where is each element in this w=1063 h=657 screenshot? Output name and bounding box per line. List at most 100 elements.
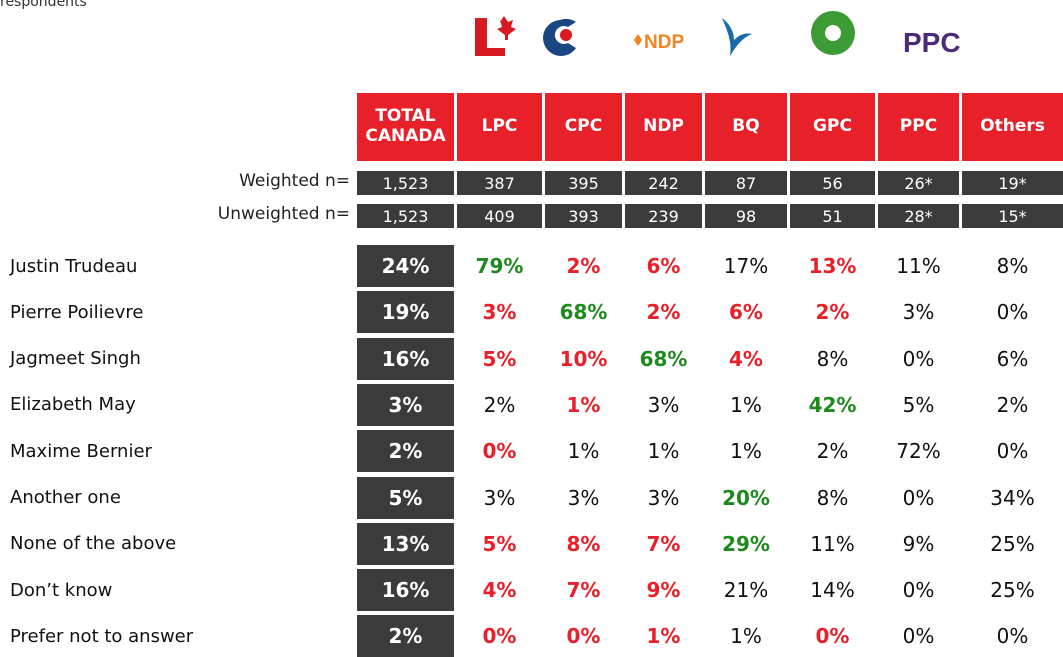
cell-value: 1% — [730, 624, 762, 649]
total-value: 3% — [357, 383, 454, 426]
cell-value: 6% — [729, 300, 763, 325]
row-label: Pierre Poilievre — [10, 301, 144, 323]
total-value: 2% — [357, 615, 454, 657]
cell-value: 29% — [722, 531, 770, 556]
cell-value: 42% — [808, 392, 857, 417]
gpc-logo — [811, 11, 855, 55]
cell-value: 0% — [902, 346, 935, 371]
column-header: NDP — [625, 93, 702, 161]
cell-value: 6% — [646, 254, 681, 278]
cell-value: 34% — [990, 485, 1035, 510]
cell-value: 8% — [566, 531, 601, 556]
n-value: 87 — [705, 171, 787, 195]
cell-value: 7% — [646, 531, 681, 556]
cell-value: 0% — [996, 624, 1029, 649]
total-value: 16% — [357, 337, 454, 380]
cell-value: 8% — [816, 346, 849, 371]
cell-value: 14% — [810, 578, 855, 603]
cell-value: 5% — [482, 346, 517, 371]
cell-value: 4% — [482, 578, 517, 603]
total-value: 2% — [357, 430, 454, 473]
cell-value: 3% — [483, 485, 516, 510]
cell-value: 3% — [647, 392, 680, 417]
cell-value: 2% — [483, 392, 516, 417]
cell-value: 17% — [723, 254, 769, 278]
column-header: TOTAL CANADA — [357, 93, 454, 161]
column-header: GPC — [790, 93, 875, 161]
row-label: Justin Trudeau — [10, 255, 138, 277]
row-label: Don’t know — [10, 579, 113, 601]
cell-value: 21% — [723, 578, 769, 603]
cell-value: 2% — [815, 300, 850, 325]
cell-value: 5% — [902, 392, 935, 417]
cell-value: 0% — [996, 300, 1029, 325]
caption: respondents — [0, 0, 87, 10]
cell-value: 0% — [566, 624, 601, 649]
cell-value: 0% — [482, 624, 517, 649]
cell-value: 2% — [566, 254, 601, 278]
n-value: 1,523 — [357, 171, 454, 195]
cell-value: 0% — [902, 485, 935, 510]
row-label: Maxime Bernier — [10, 440, 152, 462]
cell-value: 3% — [482, 300, 517, 325]
ppc-logo-text: PPC — [903, 27, 961, 58]
cell-value: 2% — [816, 439, 849, 464]
cell-value: 7% — [566, 578, 601, 603]
column-header: BQ — [705, 93, 787, 161]
cell-value: 8% — [816, 485, 849, 510]
cell-value: 11% — [810, 531, 855, 556]
cell-value: 1% — [647, 439, 680, 464]
cell-value: 2% — [996, 392, 1029, 417]
n-value: 239 — [625, 204, 702, 228]
cell-value: 10% — [559, 346, 608, 371]
cell-value: 1% — [730, 392, 762, 417]
cell-value: 25% — [990, 531, 1035, 556]
cell-value: 3% — [567, 485, 600, 510]
column-header: PPC — [878, 93, 959, 161]
cell-value: 9% — [646, 578, 681, 603]
column-header: Others — [962, 93, 1063, 161]
n-value: 15* — [962, 204, 1063, 228]
cell-value: 0% — [902, 578, 935, 603]
n-value: 1,523 — [357, 204, 454, 228]
bq-logo — [722, 18, 752, 56]
cell-value: 20% — [722, 485, 770, 510]
n-value: 56 — [790, 171, 875, 195]
cell-value: 68% — [639, 346, 688, 371]
column-header: LPC — [457, 93, 542, 161]
ppc-logo: PPC — [903, 27, 961, 58]
cell-value: 25% — [990, 578, 1035, 603]
row-label: Another one — [10, 487, 121, 508]
cell-value: 1% — [646, 624, 681, 649]
cell-value: 8% — [996, 254, 1029, 278]
n-label: Weighted n= — [239, 171, 350, 191]
cell-value: 3% — [902, 300, 935, 325]
cell-value: 79% — [475, 254, 524, 278]
logos: NDP PPC — [475, 11, 961, 58]
total-value: 5% — [357, 476, 454, 519]
n-value: 395 — [545, 171, 622, 195]
cell-value: 1% — [566, 392, 601, 417]
n-value: 409 — [457, 204, 542, 228]
n-value: 28* — [878, 204, 959, 228]
ndp-logo: NDP — [634, 32, 684, 53]
cell-value: 72% — [896, 439, 941, 464]
column-header: CPC — [545, 93, 622, 161]
lpc-logo — [475, 16, 516, 56]
cell-value: 6% — [996, 346, 1029, 371]
total-value: 19% — [357, 291, 454, 334]
row-label: Jagmeet Singh — [10, 348, 141, 370]
cell-value: 13% — [808, 254, 857, 278]
cell-value: 9% — [902, 531, 935, 556]
row-label: Elizabeth May — [10, 394, 136, 416]
row-label: Prefer not to answer — [10, 625, 194, 647]
n-value: 19* — [962, 171, 1063, 195]
cell-value: 1% — [730, 439, 762, 464]
n-value: 387 — [457, 171, 542, 195]
cell-value: 0% — [996, 439, 1029, 464]
cell-value: 3% — [647, 485, 680, 510]
cell-value: 5% — [482, 531, 517, 556]
total-value: 16% — [357, 569, 454, 612]
total-value: 13% — [357, 522, 454, 565]
